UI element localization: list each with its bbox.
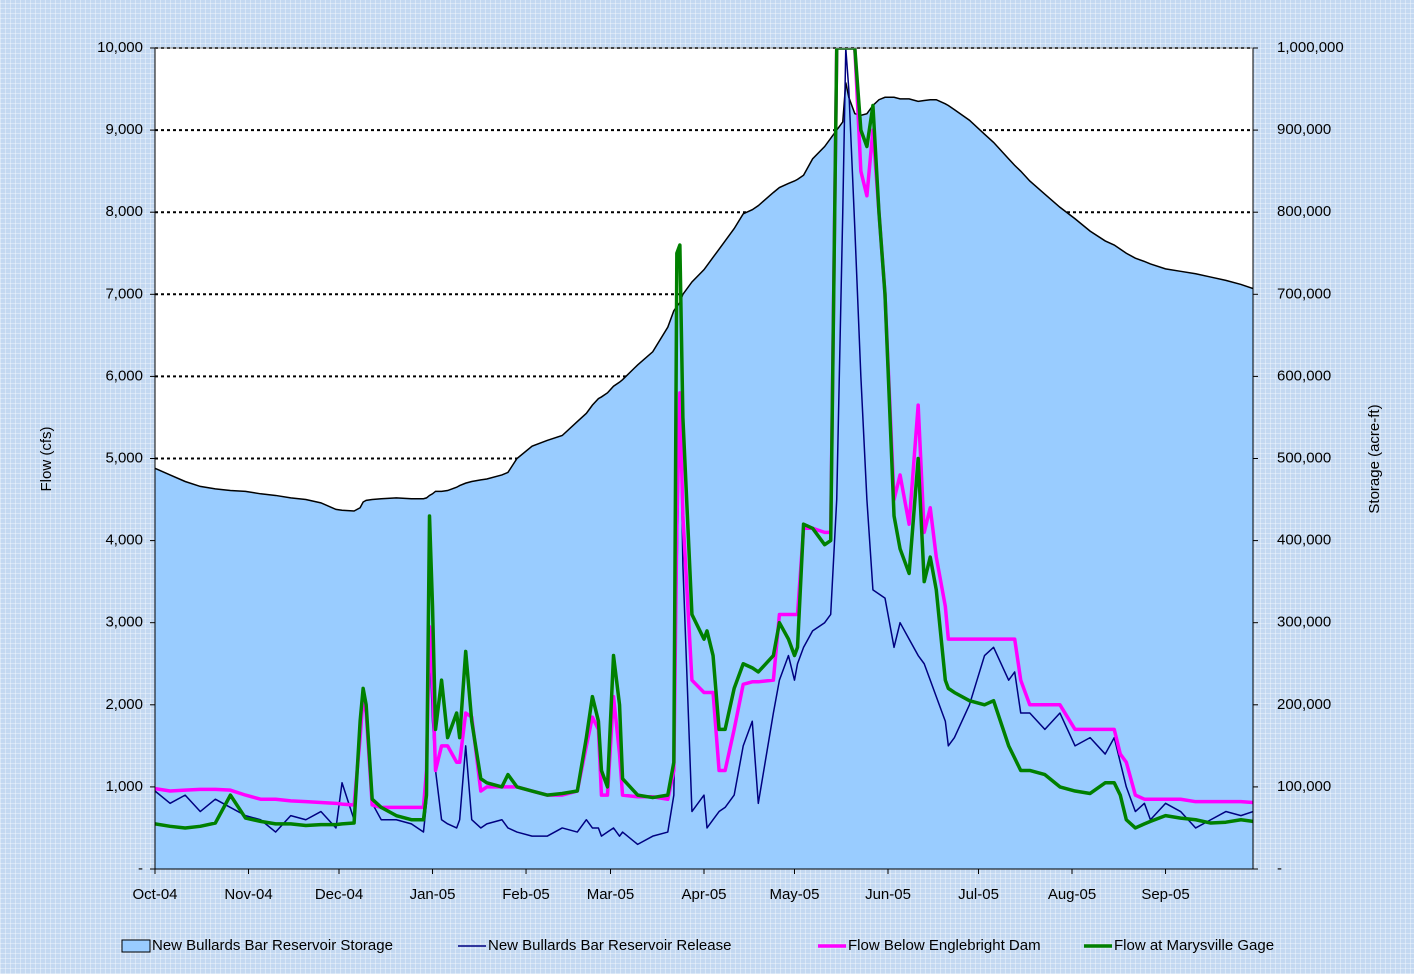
y2-tick-label: 1,000,000: [1277, 39, 1344, 56]
y2-tick-label: 200,000: [1277, 696, 1331, 713]
x-tick-label: Dec-04: [315, 886, 363, 903]
y-tick-label: 8,000: [105, 203, 143, 220]
y2-tick-label: 400,000: [1277, 532, 1331, 549]
legend-label: Flow at Marysville Gage: [1114, 937, 1274, 954]
x-tick-label: Mar-05: [587, 886, 635, 903]
x-tick-label: Sep-05: [1141, 886, 1189, 903]
y2-axis-title: Storage (acre-ft): [1366, 404, 1383, 513]
y2-tick-label: 300,000: [1277, 614, 1331, 631]
x-tick-label: Feb-05: [502, 886, 550, 903]
flow-line: [155, 48, 1253, 810]
y2-tick-label: 700,000: [1277, 285, 1331, 302]
y-tick-label: 4,000: [105, 532, 143, 549]
storage-outline: [155, 82, 1253, 512]
x-tick-label: Aug-05: [1048, 886, 1096, 903]
y2-tick-label: 100,000: [1277, 778, 1331, 795]
legend-label: New Bullards Bar Reservoir Storage: [152, 937, 393, 954]
y-tick-label: 1,000: [105, 778, 143, 795]
flow-line: [155, 48, 1253, 830]
legend-swatch: [121, 939, 151, 953]
x-tick-label: May-05: [769, 886, 819, 903]
legend-label: Flow Below Englebright Dam: [848, 937, 1041, 954]
y2-tick-label: 900,000: [1277, 121, 1331, 138]
y-tick-label: -: [138, 860, 143, 877]
y-tick-label: 9,000: [105, 121, 143, 138]
x-tick-label: Jan-05: [410, 886, 456, 903]
y-tick-label: 5,000: [105, 449, 143, 466]
y-tick-label: 2,000: [105, 696, 143, 713]
x-tick-label: Nov-04: [224, 886, 272, 903]
y-tick-label: 6,000: [105, 367, 143, 384]
x-tick-label: Apr-05: [681, 886, 726, 903]
series-group: [155, 48, 1253, 869]
y-tick-label: 7,000: [105, 285, 143, 302]
x-tick-label: Oct-04: [132, 886, 177, 903]
flow-line: [155, 48, 1253, 846]
y2-tick-label: 600,000: [1277, 367, 1331, 384]
y2-tick-label: 800,000: [1277, 203, 1331, 220]
y-axis-title: Flow (cfs): [38, 427, 55, 492]
y-tick-label: 10,000: [97, 39, 143, 56]
x-tick-label: Jun-05: [865, 886, 911, 903]
y2-tick-label: 500,000: [1277, 449, 1331, 466]
y2-tick-label: -: [1277, 860, 1282, 877]
x-tick-label: Jul-05: [958, 886, 999, 903]
y-tick-label: 3,000: [105, 614, 143, 631]
legend-label: New Bullards Bar Reservoir Release: [488, 937, 731, 954]
